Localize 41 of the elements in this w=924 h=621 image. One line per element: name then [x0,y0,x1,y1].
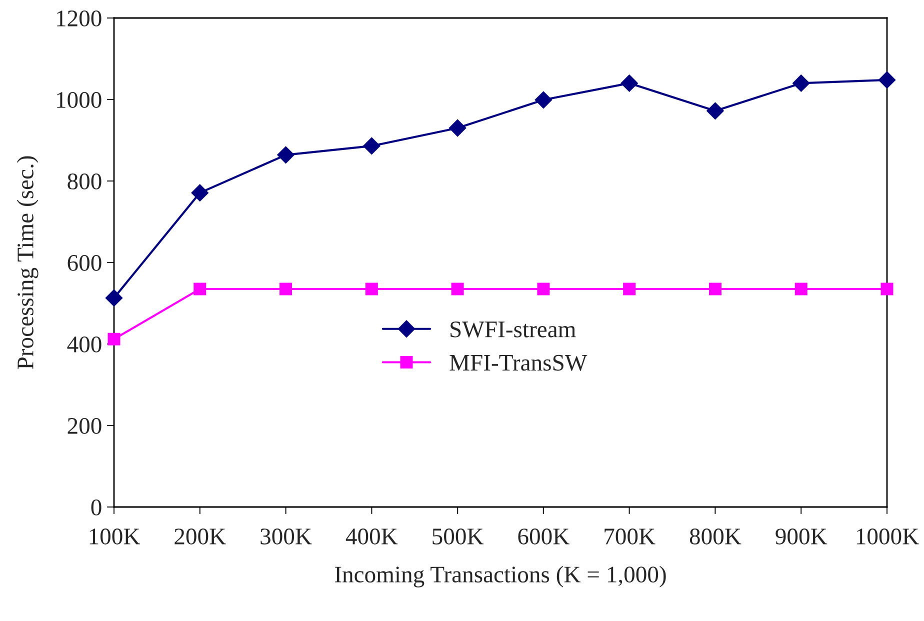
point [708,282,722,296]
point [363,137,380,155]
x-tick-label: 500K [432,528,484,544]
point [191,184,208,202]
x-tick-label: 800K [690,528,742,544]
legend-label: SWFI-stream [450,322,576,338]
y-tick-label: 400 [67,336,102,352]
point [794,282,808,296]
point [105,289,123,307]
y-tick-label: 1200 [57,10,102,26]
point [365,282,378,296]
x-tick-label: 900K [776,528,828,544]
y-axis-title: Processing Time (sec.) [16,156,38,370]
y-tick-label: 0 [91,499,102,516]
y-tick-label: 1000 [57,92,102,108]
y-tick-label: 200 [68,418,102,434]
point [194,282,206,296]
y-tick-label: 800 [68,173,102,190]
x-axis-title: Incoming Transactions (K = 1,000) [334,566,666,588]
y-tick-label: 600 [68,254,102,271]
x-tick-label: 600K [518,528,570,544]
point [280,282,292,296]
x-tick-label: 200K [174,528,226,544]
point [537,282,550,296]
point [878,71,896,88]
point [880,282,894,296]
point [108,332,120,346]
legend-label: MFI-TransSW [450,354,588,371]
point [449,119,466,137]
point [706,102,724,120]
x-tick-label: 1000K [856,528,919,544]
x-tick-label: 400K [346,528,398,544]
x-tick-label: 700K [604,528,656,544]
point [534,91,552,108]
point [620,74,638,92]
point [277,146,294,164]
point [451,282,464,296]
x-tick-label: 100K [90,528,140,544]
point [792,74,810,92]
point [623,282,636,296]
x-tick-label: 300K [260,528,312,544]
